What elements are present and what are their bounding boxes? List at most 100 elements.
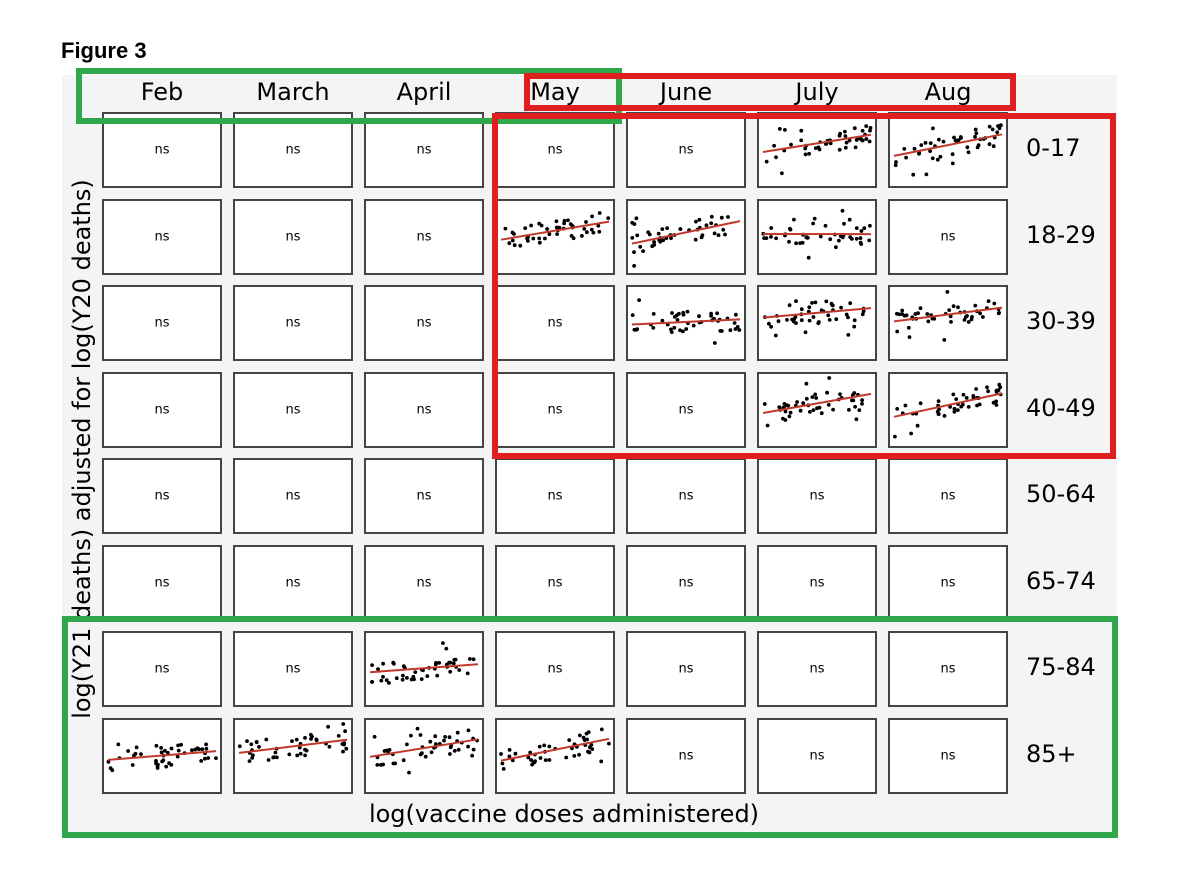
data-point bbox=[794, 299, 798, 303]
data-point bbox=[919, 143, 924, 147]
data-point bbox=[893, 163, 898, 168]
data-point bbox=[769, 324, 773, 329]
column-label: Feb bbox=[140, 78, 184, 106]
data-point bbox=[547, 757, 552, 762]
data-point bbox=[554, 218, 559, 223]
data-point bbox=[298, 751, 303, 756]
data-point bbox=[712, 231, 717, 235]
fit-line bbox=[631, 219, 741, 245]
data-point bbox=[854, 236, 859, 241]
facet-cell: ns bbox=[888, 717, 1008, 794]
data-point bbox=[167, 760, 171, 765]
data-point bbox=[825, 390, 829, 395]
fit-line bbox=[500, 220, 610, 241]
data-point bbox=[266, 757, 271, 762]
data-point bbox=[190, 747, 194, 752]
data-point bbox=[999, 123, 1003, 128]
scatter-plot bbox=[106, 742, 218, 772]
data-point bbox=[954, 396, 959, 401]
data-point bbox=[857, 407, 862, 412]
data-point bbox=[507, 747, 512, 752]
facet-cell: ns bbox=[364, 371, 484, 448]
data-point bbox=[176, 748, 181, 752]
data-point bbox=[859, 228, 864, 233]
data-point bbox=[834, 244, 838, 249]
ns-label: ns bbox=[678, 575, 694, 590]
facet-cell: ns bbox=[757, 631, 877, 707]
data-point bbox=[721, 227, 726, 232]
data-point bbox=[818, 234, 823, 238]
data-point bbox=[401, 673, 405, 678]
data-point bbox=[694, 219, 698, 223]
scatter-plot bbox=[893, 123, 1003, 177]
data-point bbox=[764, 235, 769, 240]
data-point bbox=[632, 263, 636, 268]
data-point bbox=[407, 770, 411, 774]
ns-label: ns bbox=[154, 315, 170, 331]
data-point bbox=[787, 303, 792, 308]
data-point bbox=[387, 681, 391, 685]
data-point bbox=[734, 312, 738, 317]
data-point bbox=[470, 753, 474, 758]
ns-label: ns bbox=[416, 488, 432, 504]
data-point bbox=[928, 141, 933, 146]
data-point bbox=[769, 234, 773, 239]
data-point bbox=[678, 226, 683, 231]
ns-label: ns bbox=[809, 575, 825, 590]
data-point bbox=[776, 319, 781, 324]
facet-cell: ns bbox=[626, 717, 746, 794]
data-point bbox=[826, 313, 831, 318]
data-point bbox=[915, 423, 920, 428]
data-point bbox=[343, 728, 347, 733]
facet-cell: ns bbox=[495, 544, 615, 621]
facet-cell: ns bbox=[233, 544, 353, 621]
data-point bbox=[379, 678, 384, 683]
scatter-plot bbox=[499, 727, 611, 771]
data-point bbox=[974, 386, 978, 391]
data-point bbox=[501, 766, 506, 771]
data-point bbox=[864, 124, 869, 128]
data-point bbox=[928, 149, 932, 153]
data-point bbox=[376, 667, 380, 671]
data-point bbox=[728, 328, 733, 333]
data-point bbox=[678, 328, 682, 333]
facet-cell: ns bbox=[495, 458, 615, 534]
data-point bbox=[413, 670, 418, 674]
data-point bbox=[996, 311, 1001, 316]
data-point bbox=[254, 739, 259, 744]
data-point bbox=[531, 236, 536, 240]
data-point bbox=[852, 126, 857, 131]
data-point bbox=[852, 324, 857, 329]
data-point bbox=[566, 217, 570, 222]
data-point bbox=[900, 312, 905, 316]
ns-label: ns bbox=[678, 488, 694, 504]
data-point bbox=[303, 735, 307, 740]
data-point bbox=[419, 677, 424, 681]
data-point bbox=[381, 661, 385, 666]
data-point bbox=[952, 409, 957, 414]
data-point bbox=[867, 139, 872, 144]
data-point bbox=[726, 214, 730, 219]
data-point bbox=[418, 732, 423, 737]
data-point bbox=[555, 231, 559, 236]
facet-cell: ns bbox=[626, 371, 746, 448]
data-point bbox=[647, 232, 652, 236]
column-label: May bbox=[530, 78, 580, 106]
data-point bbox=[813, 300, 818, 305]
data-point bbox=[672, 325, 677, 330]
data-point bbox=[116, 742, 121, 746]
data-point bbox=[868, 223, 872, 228]
data-point bbox=[159, 745, 163, 750]
data-point bbox=[956, 138, 961, 142]
data-point bbox=[976, 143, 981, 148]
data-point bbox=[139, 751, 143, 756]
data-point bbox=[272, 754, 276, 759]
data-point bbox=[455, 730, 460, 735]
data-point bbox=[965, 314, 969, 318]
data-point bbox=[685, 309, 690, 314]
data-point bbox=[161, 757, 166, 762]
data-point bbox=[665, 225, 669, 230]
data-point bbox=[384, 678, 389, 683]
data-point bbox=[164, 764, 169, 768]
data-point bbox=[828, 236, 833, 241]
